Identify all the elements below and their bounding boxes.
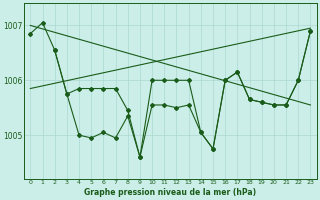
X-axis label: Graphe pression niveau de la mer (hPa): Graphe pression niveau de la mer (hPa) <box>84 188 256 197</box>
